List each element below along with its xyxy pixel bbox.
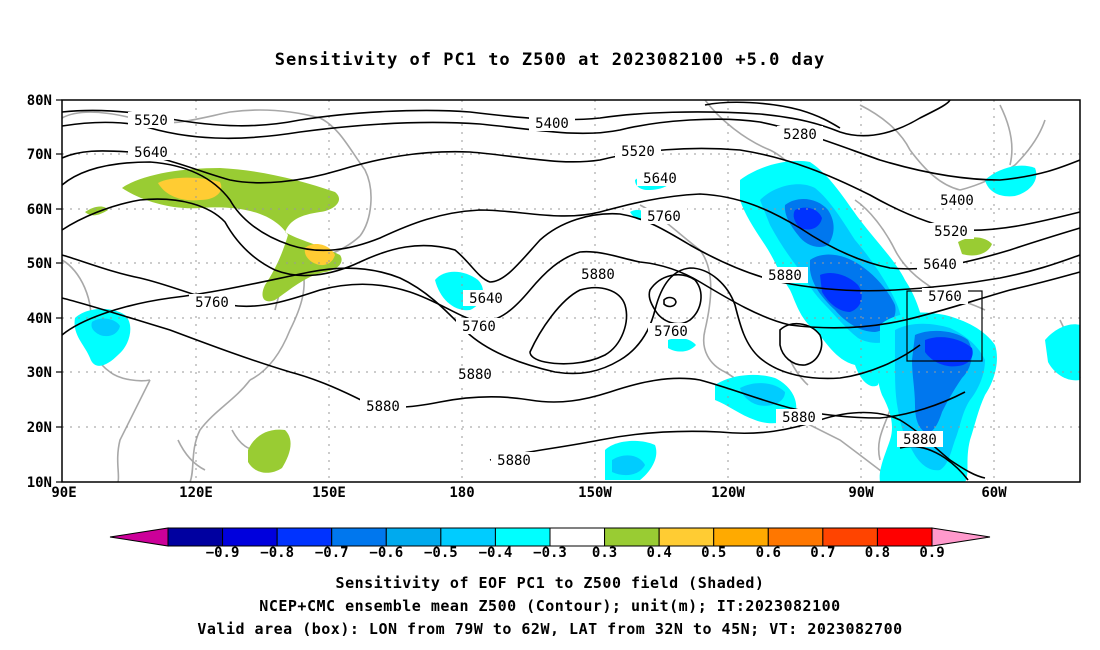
contour-label: 5640 bbox=[923, 257, 957, 273]
contour-label: 5880 bbox=[782, 410, 816, 426]
colorbar-label: 0.3 bbox=[592, 545, 617, 561]
shade-atlantic-east-cyan bbox=[1045, 324, 1080, 381]
lat-label: 30N bbox=[27, 365, 52, 381]
lat-label: 80N bbox=[27, 93, 52, 109]
latitude-labels: 80N 70N 60N 50N 40N 30N 20N 10N bbox=[27, 93, 52, 491]
colorbar: −0.9 −0.8 −0.7 −0.6 −0.5 −0.4 −0.3 0.3 0.4 0.5 0.6… bbox=[109, 527, 991, 561]
colorbar-box bbox=[440, 527, 496, 547]
colorbar-high-extend bbox=[931, 527, 991, 547]
colorbar-label: −0.8 bbox=[260, 545, 294, 561]
shade-mexico-lightblue bbox=[740, 383, 785, 406]
shade-labrador-cyan bbox=[985, 165, 1037, 197]
lon-label: 90E bbox=[51, 485, 76, 501]
caption-line-3: Valid area (box): LON from 79W to 62W, L… bbox=[197, 620, 903, 638]
contour-label: 5880 bbox=[458, 367, 492, 383]
colorbar-label: 0.6 bbox=[756, 545, 781, 561]
colorbar-boxes bbox=[167, 527, 933, 547]
contour-label: 5280 bbox=[783, 127, 817, 143]
colorbar-label: −0.7 bbox=[315, 545, 349, 561]
lat-label: 10N bbox=[27, 475, 52, 491]
lat-label: 70N bbox=[27, 147, 52, 163]
contour-label: 5880 bbox=[581, 267, 615, 283]
shade-atlantic-darkblue bbox=[925, 337, 973, 367]
caption-line-1: Sensitivity of EOF PC1 to Z500 field (Sh… bbox=[335, 574, 765, 592]
shade-labrador-green bbox=[958, 237, 992, 256]
lat-label: 40N bbox=[27, 311, 52, 327]
colorbar-box bbox=[385, 527, 442, 547]
colorbar-label: −0.3 bbox=[533, 545, 567, 561]
contour-label: 5880 bbox=[903, 432, 937, 448]
colorbar-labels: −0.9 −0.8 −0.7 −0.6 −0.5 −0.4 −0.3 0.3 0.4 0.5 0.6… bbox=[206, 545, 945, 561]
shade-pacific-south-cyan bbox=[668, 337, 696, 352]
colorbar-label: 0.9 bbox=[919, 545, 944, 561]
shade-east-asia-yellow bbox=[158, 177, 222, 201]
colorbar-label: −0.5 bbox=[424, 545, 458, 561]
colorbar-box bbox=[222, 527, 278, 547]
contour-label: 5760 bbox=[928, 289, 962, 305]
lon-label: 120W bbox=[711, 485, 745, 501]
colorbar-box bbox=[713, 527, 769, 547]
lon-label: 90W bbox=[848, 485, 874, 501]
contour-label: 5880 bbox=[366, 399, 400, 415]
shade-na-darkblue2 bbox=[820, 273, 862, 312]
contour-labels: 5520 5640 5760 5400 5520 5640 5760 5880 … bbox=[128, 112, 980, 469]
lon-label: 150E bbox=[312, 485, 346, 501]
colorbar-box bbox=[167, 527, 224, 547]
shade-tibet-lightblue bbox=[91, 318, 120, 337]
shade-pacific-tropical-lightblue bbox=[612, 455, 645, 476]
colorbar-label: −0.4 bbox=[479, 545, 513, 561]
contour-label: 5400 bbox=[940, 193, 974, 209]
colorbar-box bbox=[494, 527, 551, 547]
contour-label: 5880 bbox=[768, 268, 802, 284]
colorbar-label: −0.9 bbox=[206, 545, 240, 561]
contour-label: 5760 bbox=[462, 319, 496, 335]
map-title: Sensitivity of PC1 to Z500 at 2023082100… bbox=[274, 50, 826, 70]
lat-label: 60N bbox=[27, 202, 52, 218]
contour-label: 5640 bbox=[134, 145, 168, 161]
colorbar-label: 0.8 bbox=[865, 545, 890, 561]
contour-label: 5520 bbox=[934, 224, 968, 240]
colorbar-box bbox=[604, 527, 660, 547]
contour-label: 5520 bbox=[621, 144, 655, 160]
colorbar-label: 0.4 bbox=[646, 545, 671, 561]
colorbar-low-extend bbox=[109, 527, 169, 547]
lat-label: 20N bbox=[27, 420, 52, 436]
colorbar-label: −0.6 bbox=[369, 545, 403, 561]
contour-label: 5640 bbox=[469, 291, 503, 307]
lon-label: 150W bbox=[578, 485, 612, 501]
contour-label: 5760 bbox=[654, 324, 688, 340]
shade-tibet-cyan bbox=[74, 308, 131, 366]
lon-label: 120E bbox=[179, 485, 213, 501]
shade-pacific-green bbox=[248, 429, 291, 473]
colorbar-box bbox=[822, 527, 878, 547]
longitude-labels: 90E 120E 150E 180 150W 120W 90W 60W bbox=[51, 485, 1007, 501]
colorbar-label: 0.5 bbox=[701, 545, 726, 561]
colorbar-label: 0.7 bbox=[810, 545, 835, 561]
shade-east-asia-positive bbox=[122, 168, 342, 302]
lat-label: 50N bbox=[27, 256, 52, 272]
contour-label: 5760 bbox=[647, 209, 681, 225]
colorbar-box bbox=[767, 527, 824, 547]
map-frame bbox=[61, 99, 1081, 483]
colorbar-box bbox=[549, 527, 606, 547]
colorbar-box bbox=[658, 527, 715, 547]
lon-label: 180 bbox=[449, 485, 474, 501]
contour-label: 5640 bbox=[643, 171, 677, 187]
caption-line-2: NCEP+CMC ensemble mean Z500 (Contour); u… bbox=[259, 597, 841, 615]
contour-label: 5400 bbox=[535, 116, 569, 132]
contour-label: 5880 bbox=[497, 453, 531, 469]
shade-siberia-green bbox=[85, 206, 108, 216]
contour-label: 5520 bbox=[134, 113, 168, 129]
contour-label: 5760 bbox=[195, 295, 229, 311]
shade-na-darkblue bbox=[793, 207, 822, 230]
colorbar-box bbox=[876, 527, 933, 547]
colorbar-box bbox=[331, 527, 387, 547]
colorbar-box bbox=[276, 527, 333, 547]
latitude-ticks bbox=[56, 99, 62, 483]
lon-label: 60W bbox=[981, 485, 1007, 501]
